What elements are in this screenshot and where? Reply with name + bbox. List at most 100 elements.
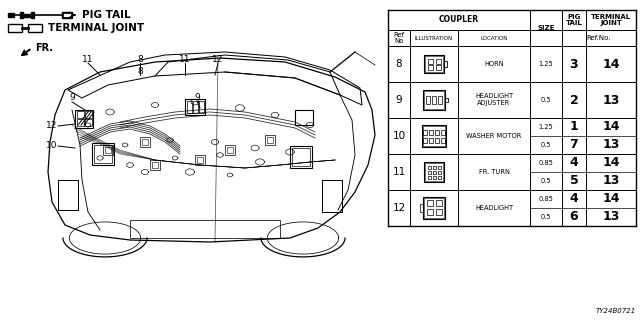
Bar <box>433 165 435 169</box>
Text: COUPLER: COUPLER <box>439 15 479 25</box>
Text: 0.5: 0.5 <box>541 97 551 103</box>
Bar <box>292 148 310 166</box>
Bar <box>63 13 71 17</box>
Text: 11: 11 <box>83 55 93 65</box>
Text: PIG TAIL: PIG TAIL <box>82 10 131 20</box>
Text: HEADLIGHT: HEADLIGHT <box>475 205 513 211</box>
Bar <box>420 204 423 212</box>
Bar <box>445 98 448 102</box>
Text: WASHER MOTOR: WASHER MOTOR <box>467 133 522 139</box>
Bar <box>424 198 444 218</box>
Text: 13: 13 <box>602 211 620 223</box>
Text: 12: 12 <box>46 121 58 130</box>
Text: 14: 14 <box>602 156 620 170</box>
Bar <box>85 111 92 118</box>
Text: 1.25: 1.25 <box>539 124 554 130</box>
Bar <box>77 111 84 118</box>
Text: HEADLIGHT
ADJUSTER: HEADLIGHT ADJUSTER <box>475 93 513 107</box>
Bar <box>424 55 444 73</box>
Text: 0.5: 0.5 <box>541 178 551 184</box>
Bar <box>433 175 435 179</box>
Text: 0.5: 0.5 <box>541 142 551 148</box>
Bar <box>199 101 204 113</box>
Text: TERMINAL
JOINT: TERMINAL JOINT <box>591 14 631 26</box>
Text: Ref.No.: Ref.No. <box>587 35 611 41</box>
Bar <box>423 90 445 110</box>
Bar <box>105 147 111 153</box>
Text: 4: 4 <box>570 156 579 170</box>
Bar <box>441 130 445 134</box>
Bar <box>435 59 440 63</box>
Text: 0.85: 0.85 <box>539 160 554 166</box>
Text: 14: 14 <box>602 193 620 205</box>
Text: 11: 11 <box>392 167 406 177</box>
Bar <box>428 165 431 169</box>
Bar <box>197 157 203 163</box>
Text: 11: 11 <box>179 55 191 65</box>
Bar <box>424 91 444 109</box>
Text: 0.5: 0.5 <box>541 214 551 220</box>
Bar <box>195 155 205 165</box>
Text: 10: 10 <box>392 131 406 141</box>
Text: 9: 9 <box>194 93 200 102</box>
Bar <box>436 209 442 215</box>
Text: FR.: FR. <box>35 43 53 53</box>
Text: 2: 2 <box>570 93 579 107</box>
Text: 8: 8 <box>396 59 403 69</box>
Bar <box>187 101 192 113</box>
Text: 1: 1 <box>570 121 579 133</box>
Bar <box>77 119 84 126</box>
Text: 5: 5 <box>570 174 579 188</box>
Bar <box>429 130 433 134</box>
Bar <box>427 200 433 206</box>
Text: 8: 8 <box>137 55 143 65</box>
Bar <box>150 160 160 170</box>
Text: 0.85: 0.85 <box>539 196 554 202</box>
Text: TERMINAL JOINT: TERMINAL JOINT <box>48 23 144 33</box>
Bar <box>142 139 148 145</box>
Text: ILLUSTRATION: ILLUSTRATION <box>415 36 453 41</box>
Bar <box>322 180 342 212</box>
Bar <box>103 145 113 155</box>
Bar <box>267 137 273 143</box>
Text: HORN: HORN <box>484 61 504 67</box>
Bar <box>23 13 31 17</box>
Text: FR. TURN: FR. TURN <box>479 169 509 175</box>
Bar <box>435 65 440 69</box>
Bar <box>295 110 313 125</box>
Text: 9: 9 <box>69 93 75 102</box>
Text: LOCATION: LOCATION <box>480 36 508 41</box>
Bar <box>423 130 427 134</box>
Bar <box>31 12 34 18</box>
Bar <box>428 175 431 179</box>
Text: 4: 4 <box>570 193 579 205</box>
Bar <box>8 24 22 32</box>
Bar <box>433 171 435 173</box>
Text: TY24B0721: TY24B0721 <box>596 308 636 314</box>
Bar <box>427 209 433 215</box>
Text: PIG
TAIL: PIG TAIL <box>566 14 582 26</box>
Bar <box>424 162 444 182</box>
Bar <box>225 145 235 155</box>
Bar <box>438 96 442 104</box>
Text: 9: 9 <box>396 95 403 105</box>
Text: 13: 13 <box>602 174 620 188</box>
Bar <box>62 12 72 18</box>
Bar <box>423 126 445 146</box>
Bar <box>425 163 443 181</box>
Bar <box>435 130 439 134</box>
Text: 10: 10 <box>46 140 58 149</box>
Bar <box>428 59 433 63</box>
Text: 1.25: 1.25 <box>539 61 554 67</box>
Bar <box>58 180 78 210</box>
Bar <box>438 165 440 169</box>
Bar <box>423 138 427 142</box>
Bar <box>435 138 439 142</box>
Text: SIZE: SIZE <box>537 25 555 31</box>
Bar <box>94 145 112 163</box>
Bar <box>290 146 312 168</box>
Bar <box>425 56 443 72</box>
Text: 14: 14 <box>602 58 620 70</box>
Bar <box>438 171 440 173</box>
Bar <box>423 197 445 219</box>
